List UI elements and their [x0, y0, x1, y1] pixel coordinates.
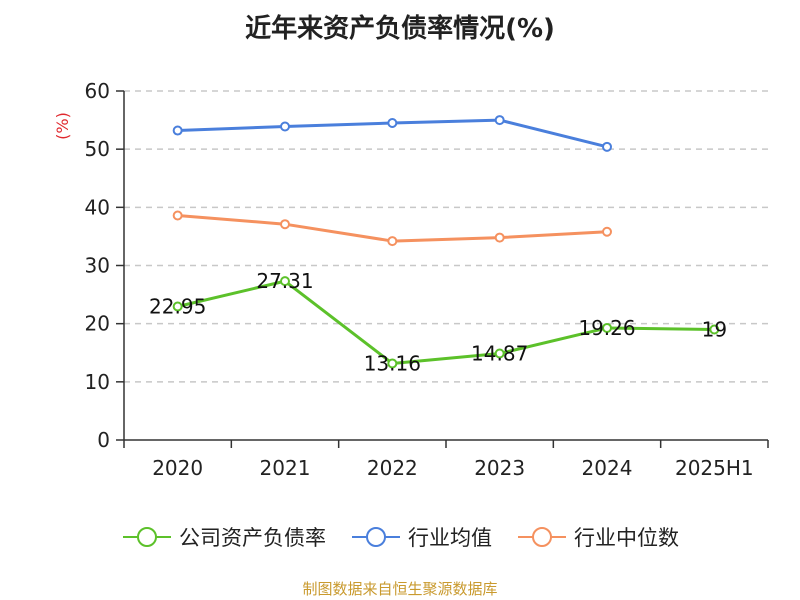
- y-tick-label-60: 60: [85, 79, 110, 103]
- series-2-point-2022: [387, 236, 398, 247]
- data-label-2025H1: 19: [702, 317, 727, 341]
- y-tick-label-20: 20: [85, 312, 110, 336]
- series-1-point-2020: [172, 125, 183, 136]
- legend-item-company[interactable]: 公司资产负债率: [121, 522, 326, 552]
- axes: 0 10 20 30 40 50 60 2020 2021 2022 2023 2024 2025H1: [85, 79, 769, 480]
- x-tick-label-2020: 2020: [152, 456, 203, 480]
- series-2-point-2023: [494, 232, 505, 243]
- series-0-point-2025H1: [709, 324, 720, 335]
- x-tick-label-2023: 2023: [474, 456, 525, 480]
- x-tick-label-2024: 2024: [582, 456, 633, 480]
- y-tick-label-10: 10: [85, 370, 110, 394]
- series-lines: [172, 115, 720, 369]
- legend-swatch-industry-median-icon: [518, 527, 566, 547]
- data-label-2021: 27.31: [256, 269, 313, 293]
- y-tick-label-50: 50: [85, 137, 110, 161]
- data-labels: 22.95 27.31 13.16 14.87 19.26 19: [149, 269, 727, 375]
- legend-label-company: 公司资产负债率: [179, 526, 326, 550]
- y-tick-label-40: 40: [85, 195, 110, 219]
- grid-lines: [124, 90, 768, 383]
- series-2-point-2024: [602, 226, 612, 237]
- data-label-2023: 14.87: [471, 342, 528, 366]
- series-1-point-2022: [387, 117, 398, 128]
- source-note: 制图数据来自恒生聚源数据库: [302, 580, 498, 598]
- series-2-point-2021: [280, 219, 290, 230]
- x-tick-label-2021: 2021: [260, 456, 311, 480]
- series-0-point-2020: [172, 301, 183, 312]
- legend-swatch-industry-mean-icon: [352, 527, 400, 547]
- y-tick-label-0: 0: [97, 428, 110, 452]
- x-tick-label-2022: 2022: [367, 456, 418, 480]
- legend-item-industry-mean[interactable]: 行业均值: [350, 522, 492, 552]
- data-label-2020: 22.95: [149, 295, 206, 319]
- series-1-point-2021: [280, 121, 290, 132]
- series-2-point-2020: [172, 210, 183, 221]
- series-0-point-2024: [602, 322, 612, 333]
- legend-label-industry-median: 行业中位数: [574, 526, 679, 550]
- legend-label-industry-mean: 行业均值: [408, 526, 492, 550]
- series-0-point-2023: [494, 348, 505, 359]
- series-line-0: [177, 279, 715, 365]
- y-axis-unit-label: (%): [53, 112, 72, 140]
- series-0-point-2021: [280, 276, 290, 287]
- legend-swatch-company-icon: [123, 527, 171, 547]
- series-0-point-2022: [387, 358, 398, 369]
- legend: 公司资产负债率 行业均值 行业中位数: [0, 522, 800, 552]
- x-tick-label-2025H1: 2025H1: [675, 456, 754, 480]
- legend-item-industry-median[interactable]: 行业中位数: [516, 522, 679, 552]
- y-tick-label-30: 30: [85, 254, 110, 278]
- series-1-point-2023: [494, 115, 505, 126]
- data-label-2022: 13.16: [364, 351, 421, 375]
- chart-title: 近年来资产负债率情况(%): [245, 14, 555, 44]
- data-label-2024: 19.26: [578, 316, 635, 340]
- series-1-point-2024: [602, 141, 612, 152]
